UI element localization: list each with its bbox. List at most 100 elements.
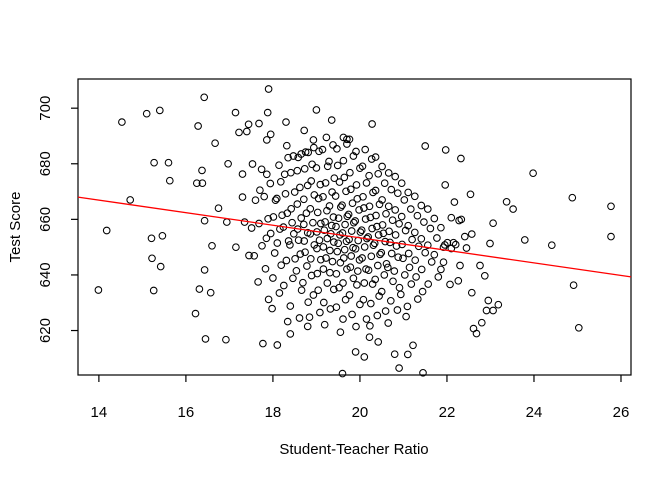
data-point (413, 211, 422, 220)
data-point (264, 295, 273, 304)
data-point (126, 196, 135, 204)
data-point (314, 286, 323, 295)
data-point (262, 170, 271, 179)
data-point (164, 158, 173, 167)
data-point (360, 279, 369, 287)
y-axis: 620 640 660 680 700 (37, 96, 78, 343)
data-point (118, 118, 126, 126)
data-point (260, 192, 269, 201)
data-point (387, 185, 396, 194)
data-point (371, 186, 380, 195)
data-point (254, 278, 262, 286)
data-point (447, 213, 456, 222)
data-point (404, 249, 413, 258)
data-point (341, 295, 350, 304)
data-point (346, 185, 355, 194)
data-point (266, 130, 275, 139)
data-point (333, 144, 341, 153)
data-point (297, 286, 306, 295)
y-axis-label: Test Score (7, 192, 24, 263)
data-point (313, 208, 322, 217)
data-point (256, 186, 264, 195)
data-point (222, 218, 231, 226)
data-point (371, 153, 380, 161)
data-point (262, 234, 271, 243)
data-point (303, 262, 311, 270)
y-tick-label: 680 (37, 151, 54, 176)
data-point (222, 335, 230, 344)
data-point (421, 142, 430, 150)
data-point (403, 350, 412, 359)
data-point (385, 227, 393, 236)
data-point (328, 188, 336, 196)
data-point (319, 298, 328, 307)
data-point (198, 166, 206, 175)
data-point (443, 238, 452, 247)
data-point (326, 246, 334, 255)
data-point (283, 209, 292, 218)
data-point (357, 226, 366, 235)
data-point (441, 146, 450, 154)
data-point (467, 230, 476, 238)
data-point (316, 219, 325, 228)
data-point (404, 221, 413, 230)
data-point (316, 308, 324, 317)
data-point (332, 303, 341, 312)
data-point (313, 269, 322, 278)
data-point (391, 206, 400, 214)
data-point (336, 328, 345, 337)
data-point (321, 218, 329, 226)
data-point (334, 214, 343, 223)
data-point (148, 254, 156, 263)
data-point (480, 271, 489, 280)
data-point (264, 214, 272, 223)
data-point (386, 296, 395, 305)
data-point (304, 298, 313, 307)
data-point (340, 173, 349, 182)
data-point (361, 215, 370, 223)
data-point (329, 213, 338, 221)
data-point (388, 216, 397, 225)
data-point (377, 287, 386, 296)
data-point (393, 189, 402, 198)
data-point (417, 234, 426, 243)
data-point (395, 219, 403, 228)
data-point (358, 254, 366, 262)
y-tick-label: 640 (37, 262, 54, 287)
data-point (318, 145, 327, 154)
data-point (269, 274, 277, 282)
data-point (262, 136, 271, 144)
data-point (427, 258, 436, 266)
data-point (333, 161, 342, 170)
data-point (345, 135, 354, 144)
data-point (352, 147, 360, 156)
data-point (378, 162, 386, 171)
data-point (387, 249, 396, 258)
data-point (346, 263, 355, 272)
data-point (297, 150, 306, 158)
data-point (309, 218, 317, 227)
data-point (352, 322, 360, 331)
data-point (426, 224, 435, 233)
data-point (424, 280, 433, 288)
data-point (245, 251, 253, 260)
data-point (351, 348, 360, 356)
data-point (330, 174, 339, 183)
data-point (418, 287, 427, 296)
data-point (242, 127, 251, 136)
data-point (142, 109, 151, 118)
x-axis-label: Student-Teacher Ratio (279, 441, 428, 458)
y-tick-label: 620 (37, 318, 54, 343)
data-point (231, 108, 240, 117)
data-point (327, 221, 336, 230)
data-point (206, 288, 215, 297)
data-point (393, 306, 402, 314)
data-point (295, 314, 304, 322)
data-point (304, 148, 313, 157)
data-point (319, 243, 328, 251)
data-point (238, 170, 247, 178)
data-point (323, 162, 332, 171)
data-point (400, 196, 409, 204)
data-point (257, 165, 266, 174)
data-point (328, 257, 337, 266)
